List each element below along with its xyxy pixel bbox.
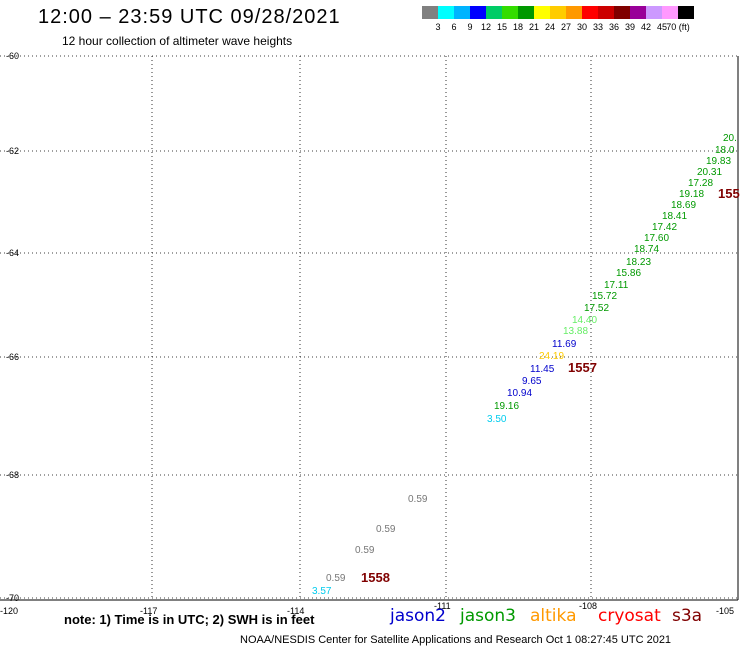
colorbar-label: 18 (512, 22, 524, 32)
graticule (0, 55, 739, 601)
colorbar-swatch (470, 6, 486, 19)
colorbar-swatch (518, 6, 534, 19)
wave-height-label: 19.83 (706, 156, 731, 167)
axis-tick-labels: -60 -62 -64 -66 -68 -70 -120 -117 -114 -111 -108 -1… (0, 51, 734, 616)
wave-height-label: 17.11 (604, 280, 629, 291)
latitude-label: -60 (6, 51, 19, 61)
colorbar-swatch (662, 6, 678, 19)
colorbar-label: 6 (451, 22, 457, 32)
wave-height-label: 17.60 (644, 233, 669, 244)
colorbar-label: 30 (576, 22, 588, 32)
wave-height-labels: 20.18.019.8320.3117.2819.1818.6918.4117.… (312, 133, 737, 597)
colorbar-swatch (582, 6, 598, 19)
wave-height-label: 0.59 (355, 545, 375, 556)
units-note: note: 1) Time is in UTC; 2) SWH is in fe… (64, 612, 315, 627)
satellite-legend-item: s3a (672, 606, 703, 626)
colorbar-label: 9 (467, 22, 473, 32)
longitude-label: -105 (716, 606, 734, 616)
wave-height-colorbar (422, 6, 694, 19)
latitude-label: -68 (6, 470, 19, 480)
wave-height-label: 3.50 (487, 414, 507, 425)
wave-height-label: 18.74 (634, 244, 659, 255)
wave-height-label: 17.28 (688, 178, 713, 189)
satellite-legend-item: cryosat (598, 606, 661, 626)
colorbar-swatch (422, 6, 438, 19)
colorbar-swatch (630, 6, 646, 19)
wave-height-label: 13.88 (563, 326, 588, 337)
wave-height-label: 15.72 (592, 291, 617, 302)
colorbar-label: 24 (544, 22, 556, 32)
colorbar-label: 33 (592, 22, 604, 32)
colorbar-swatch (534, 6, 550, 19)
pass-number-label: 155 (718, 186, 740, 201)
colorbar-swatch (614, 6, 630, 19)
wave-height-label: 15.86 (616, 268, 641, 279)
pass-number-label: 1558 (361, 570, 390, 585)
longitude-label: -120 (0, 606, 18, 616)
pass-number-label: 1557 (568, 360, 597, 375)
wave-height-label: 24.19 (539, 351, 564, 362)
colorbar-label: 39 (624, 22, 636, 32)
wave-height-label: 18.0 (715, 145, 735, 156)
colorbar-swatch (438, 6, 454, 19)
wave-height-label: 19.16 (494, 401, 519, 412)
longitude-label: -108 (579, 601, 597, 611)
colorbar-label: 15 (496, 22, 508, 32)
colorbar-swatch (502, 6, 518, 19)
colorbar-label: 36 (608, 22, 620, 32)
wave-height-label: 3.57 (312, 586, 332, 597)
longitude-label: -111 (434, 601, 451, 611)
longitude-label: -114 (287, 606, 304, 616)
wave-height-label: 10.94 (507, 388, 532, 399)
colorbar-swatch (646, 6, 662, 19)
wave-height-label: 17.52 (584, 303, 609, 314)
colorbar-swatch (566, 6, 582, 19)
wave-height-label: 18.69 (671, 200, 696, 211)
colorbar-swatch (454, 6, 470, 19)
colorbar-label: 3 (435, 22, 441, 32)
credit-line: NOAA/NESDIS Center for Satellite Applica… (240, 634, 672, 646)
colorbar-label: 21 (528, 22, 540, 32)
latitude-label: -70 (6, 593, 19, 603)
colorbar-swatch (486, 6, 502, 19)
map-subtitle: 12 hour collection of altimeter wave hei… (62, 34, 293, 48)
colorbar-label: 27 (560, 22, 572, 32)
wave-height-label: 11.69 (552, 339, 577, 350)
wave-height-label: 11.45 (530, 364, 555, 375)
colorbar-swatch (678, 6, 694, 19)
colorbar-swatch (598, 6, 614, 19)
latitude-label: -64 (6, 248, 19, 258)
wave-height-label: 20.31 (697, 167, 722, 178)
latitude-label: -62 (6, 146, 19, 156)
satellite-legend-item: jason2 (390, 606, 446, 626)
wave-height-label: 17.42 (652, 222, 677, 233)
wave-height-label: 0.59 (376, 524, 396, 535)
colorbar-label: 42 (640, 22, 652, 32)
wave-height-label: 20. (723, 133, 737, 144)
wave-height-label: 19.18 (679, 189, 704, 200)
wave-height-label: 9.65 (522, 376, 542, 387)
colorbar-swatch (550, 6, 566, 19)
colorbar-label: 45 (656, 22, 668, 32)
wave-height-label: 0.59 (326, 573, 346, 584)
wave-height-label: 18.41 (662, 211, 687, 222)
pass-number-labels: 155 1557 1558 (361, 186, 740, 585)
wave-height-label: 18.23 (626, 257, 651, 268)
colorbar-label: 70 (ft) (666, 22, 690, 32)
map-title: 12:00 – 23:59 UTC 09/28/2021 (38, 6, 341, 28)
satellite-legend-item: altika (530, 606, 577, 626)
wave-height-label: 14.40 (572, 315, 597, 326)
satellite-legend-item: jason3 (460, 606, 516, 626)
colorbar-label: 12 (480, 22, 492, 32)
longitude-label: -117 (140, 606, 157, 616)
wave-height-label: 0.59 (408, 494, 428, 505)
latitude-label: -66 (6, 352, 19, 362)
